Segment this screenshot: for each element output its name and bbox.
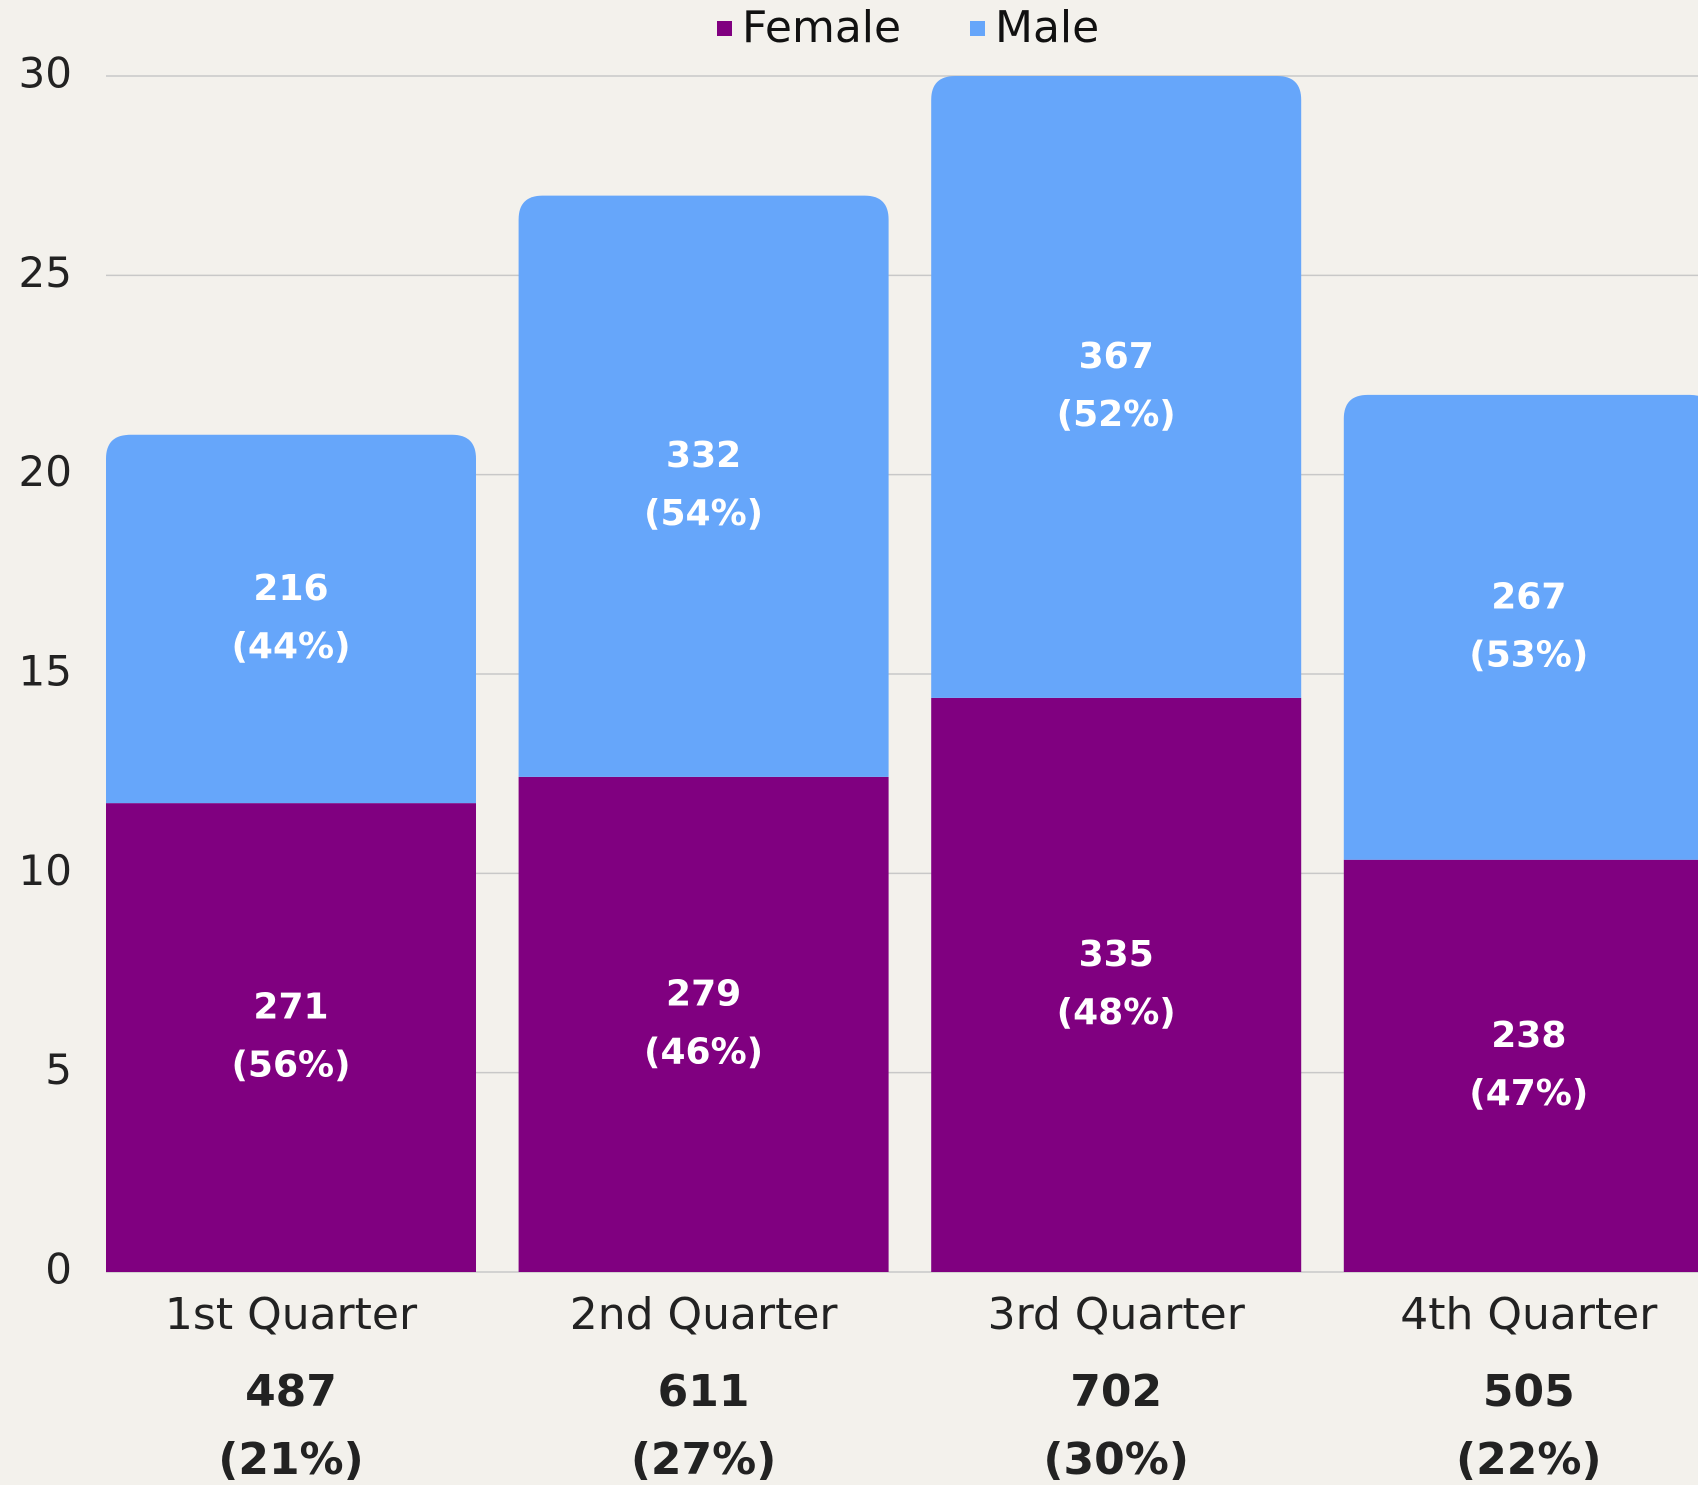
data-label: 271 — [253, 987, 328, 1028]
bar-segment — [106, 434, 476, 804]
category-total: 611 — [658, 1366, 750, 1417]
category-total: 505 — [1483, 1366, 1575, 1417]
data-label: 238 — [1491, 1015, 1566, 1056]
data-label: (56%) — [231, 1045, 350, 1086]
data-label: (52%) — [1057, 394, 1176, 435]
y-tick-label: 20 — [19, 447, 72, 496]
data-label: (53%) — [1469, 634, 1588, 675]
x-tick-label: 1st Quarter — [165, 1289, 418, 1340]
data-label: (44%) — [231, 626, 350, 667]
y-tick-label: 5 — [45, 1045, 72, 1094]
data-label: 335 — [1079, 934, 1154, 975]
y-tick-label: 15 — [19, 647, 72, 696]
y-tick-label: 25 — [19, 248, 72, 297]
x-tick-label: 4th Quarter — [1400, 1289, 1658, 1340]
category-total: 487 — [245, 1366, 337, 1417]
category-total: (22%) — [1456, 1434, 1602, 1485]
y-tick-label: 0 — [45, 1245, 72, 1294]
legend-label: Female — [742, 2, 901, 53]
data-label: (54%) — [644, 493, 763, 534]
data-label: 279 — [666, 973, 741, 1014]
category-total: (21%) — [218, 1434, 364, 1485]
bar-segment — [1343, 394, 1698, 860]
data-label: 367 — [1079, 336, 1154, 377]
bar-segment — [518, 776, 889, 1272]
data-label: 267 — [1491, 576, 1566, 617]
data-label: 332 — [666, 435, 741, 476]
y-tick-label: 10 — [19, 846, 72, 895]
data-label: (47%) — [1469, 1073, 1588, 1114]
data-label: (48%) — [1057, 992, 1176, 1033]
x-tick-label: 3rd Quarter — [988, 1289, 1246, 1340]
bar-segment — [106, 803, 476, 1272]
bar-segment — [931, 697, 1302, 1272]
legend-swatch — [717, 21, 732, 36]
data-label: 216 — [253, 568, 328, 609]
bar-segment — [518, 195, 889, 777]
legend-swatch — [970, 21, 985, 36]
legend-label: Male — [995, 2, 1099, 53]
x-tick-label: 2nd Quarter — [570, 1289, 839, 1340]
bar-segment — [1343, 859, 1698, 1272]
data-label: (46%) — [644, 1031, 763, 1072]
bar-segment — [931, 76, 1302, 698]
category-total: (30%) — [1043, 1434, 1189, 1485]
category-total: 702 — [1070, 1366, 1162, 1417]
y-tick-label: 30 — [19, 49, 72, 98]
category-total: (27%) — [631, 1434, 777, 1485]
